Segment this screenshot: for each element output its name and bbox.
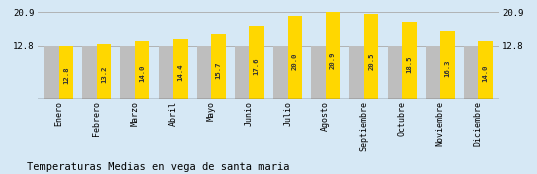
Bar [173,39,187,99]
Bar [426,46,440,99]
Bar [120,46,135,99]
Text: 14.0: 14.0 [483,64,489,82]
Bar [326,12,340,99]
Text: 20.0: 20.0 [292,53,298,70]
Bar [249,26,264,99]
Bar [82,46,97,99]
Text: 20.5: 20.5 [368,52,374,70]
Bar [273,46,288,99]
Bar [478,41,493,99]
Text: 13.2: 13.2 [101,66,107,83]
Bar [235,46,249,99]
Bar [158,46,173,99]
Bar [197,46,211,99]
Bar [59,46,73,99]
Bar [464,46,478,99]
Bar [135,41,149,99]
Text: Temperaturas Medias en vega de santa maria: Temperaturas Medias en vega de santa mar… [27,162,289,172]
Bar [440,31,455,99]
Bar [350,46,364,99]
Text: 14.0: 14.0 [139,64,145,82]
Bar [364,14,379,99]
Bar [311,46,326,99]
Bar [97,44,111,99]
Text: 17.6: 17.6 [253,57,260,75]
Text: 14.4: 14.4 [177,64,183,81]
Text: 18.5: 18.5 [407,56,412,73]
Bar [44,46,59,99]
Bar [211,34,226,99]
Text: 20.9: 20.9 [330,51,336,69]
Text: 16.3: 16.3 [445,60,451,77]
Bar [388,46,402,99]
Text: 12.8: 12.8 [63,66,69,84]
Text: 15.7: 15.7 [215,61,221,78]
Bar [402,22,417,99]
Bar [288,16,302,99]
